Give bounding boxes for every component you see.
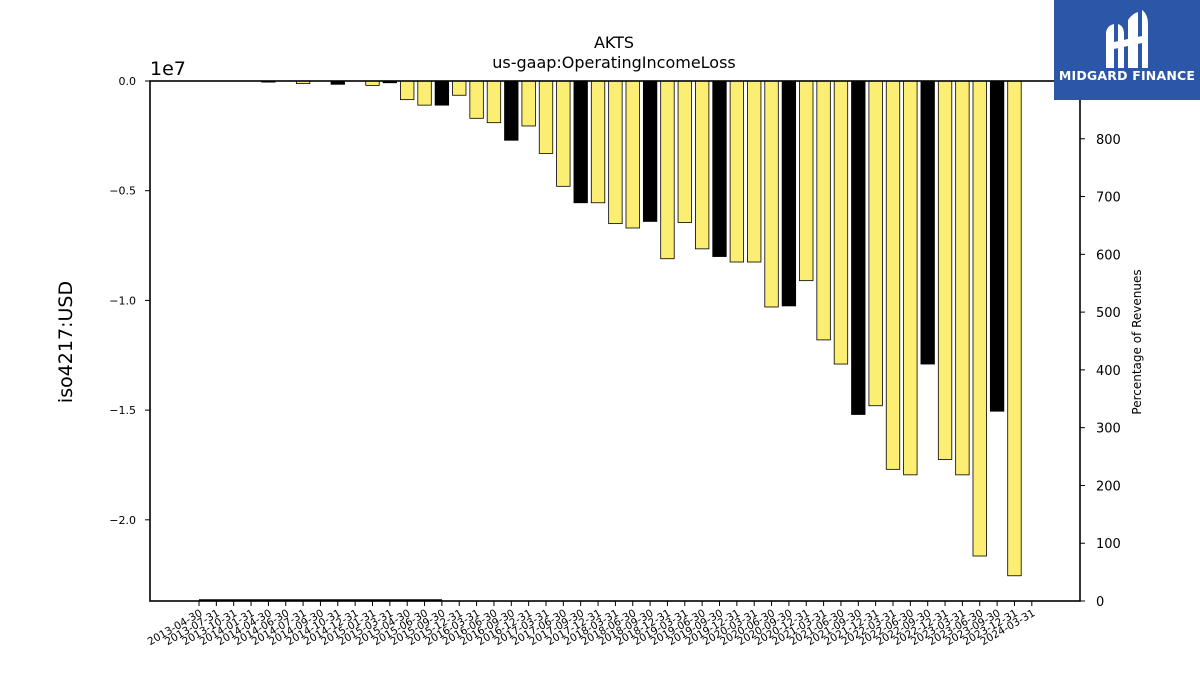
y-axis-label: iso4217:USD: [55, 281, 77, 403]
bar: [521, 80, 536, 127]
bar: [764, 80, 779, 308]
y2-tick-label: 0: [1096, 595, 1104, 610]
bar: [903, 80, 918, 476]
bar: [851, 80, 866, 415]
y2-tick-label: 700: [1096, 191, 1121, 206]
bar: [920, 80, 935, 365]
y-tick-label: −0.5: [109, 185, 136, 198]
axes-layer: 0.0 −0.5 −1.0 −1.5 −2.0 0 100 200 300 400 500 600 70…: [109, 75, 1121, 648]
y2-tick-label: 600: [1096, 248, 1121, 263]
chart-subtitle: us-gaap:OperatingIncomeLoss: [492, 53, 736, 72]
chart-title: AKTS: [594, 33, 634, 52]
bar: [695, 80, 710, 250]
y2-tick-label: 800: [1096, 133, 1121, 148]
bar: [833, 80, 849, 365]
bar: [799, 80, 814, 282]
bar: [625, 80, 640, 229]
bar: [590, 80, 606, 204]
bar: [747, 80, 762, 263]
y2-tick-label: 100: [1096, 537, 1121, 552]
bar: [608, 80, 623, 225]
bar: [538, 80, 554, 154]
bar: [469, 80, 484, 119]
bar: [486, 80, 502, 124]
brand-logo-mark-icon: [1106, 10, 1148, 68]
bar: [417, 80, 432, 106]
bar: [816, 80, 831, 341]
bar: [573, 80, 588, 204]
bar: [642, 80, 658, 222]
y-tick-label: −1.5: [109, 404, 136, 417]
bars-layer: [261, 80, 1022, 577]
bar: [400, 80, 415, 101]
y-tick-label: −2.0: [109, 514, 136, 527]
brand-logo-text: MIDGARD FINANCE: [1058, 68, 1196, 83]
y2-axis-label: Percentage of Revenues: [1130, 269, 1144, 414]
bar: [504, 80, 519, 141]
brand-logo: MIDGARD FINANCE: [1054, 0, 1200, 100]
bar: [781, 80, 797, 307]
y2-tick-label: 200: [1096, 479, 1121, 494]
y-tick-label: 0.0: [119, 75, 137, 88]
y-offset-label: 1e7: [150, 58, 186, 80]
bar: [972, 80, 987, 557]
bar: [434, 80, 450, 106]
bar: [937, 80, 953, 460]
bar: [1007, 80, 1022, 577]
y-tick-label: −1.0: [109, 294, 136, 307]
bar: [677, 80, 692, 223]
bar: [955, 80, 970, 476]
bar: [452, 80, 467, 96]
bar: [556, 80, 571, 187]
bar: [660, 80, 675, 260]
bar: [868, 80, 883, 407]
y2-tick-label: 500: [1096, 306, 1121, 321]
bar: [989, 80, 1005, 412]
y2-tick-label: 400: [1096, 364, 1121, 379]
bar: [885, 80, 901, 470]
y2-tick-label: 300: [1096, 422, 1121, 437]
bar: [729, 80, 744, 263]
bar: [712, 80, 727, 257]
